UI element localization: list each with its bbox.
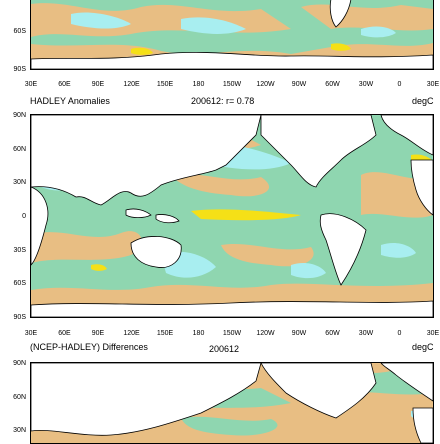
top-ylabel-90s: 90S [13, 66, 26, 73]
x-axis-label: 90E [91, 81, 105, 88]
x-axis-label: 30E [426, 81, 440, 88]
middle-title-left: HADLEY Anomalies [30, 96, 110, 106]
x-axis-label: 60W [325, 330, 340, 337]
x-axis-label: 30E [426, 330, 440, 337]
x-axis-label: 90W [291, 330, 307, 337]
bottom-title-left: (NCEP-HADLEY) Differences [30, 342, 148, 352]
y-axis-label: 30N [13, 179, 26, 187]
x-axis-label: 90W [291, 81, 307, 88]
y-axis-label: 30S [13, 246, 26, 254]
x-axis-label: 150E [156, 81, 174, 88]
x-axis-label: 120E [123, 81, 140, 88]
y-axis-label: 60N [13, 393, 26, 401]
y-axis-label: 0 [22, 213, 26, 220]
x-axis-label: 0 [397, 81, 402, 88]
x-axis-label: 30E [24, 330, 38, 337]
y-axis-label: 90N [13, 112, 26, 119]
middle-map-svg [31, 115, 433, 317]
x-axis-label: 90E [91, 330, 105, 337]
top-map-panel [30, 0, 434, 70]
x-axis-label: 30W [358, 330, 374, 337]
x-axis-label: 30E [24, 81, 38, 88]
x-axis-label: 180 [192, 330, 205, 337]
x-axis-label: 0 [397, 330, 402, 337]
y-axis-label: 60N [13, 145, 26, 153]
x-axis-label: 30W [358, 81, 374, 88]
x-axis-label: 120W [256, 330, 275, 337]
bottom-map-svg [31, 363, 433, 443]
x-axis-label: 60E [58, 81, 71, 88]
middle-title-center: 200612: r= 0.78 [191, 96, 255, 106]
y-axis-label: 30N [13, 427, 26, 435]
x-axis-label: 150W [222, 81, 242, 88]
middle-map-panel [30, 114, 434, 318]
top-ylabel-60s: 60S [13, 28, 26, 35]
bottom-map-panel [30, 362, 434, 444]
x-axis-label: 150W [222, 330, 242, 337]
top-map-svg [31, 0, 433, 69]
x-axis-label: 180 [192, 81, 205, 88]
x-axis-label: 120W [256, 81, 275, 88]
x-axis-label: 150E [156, 330, 174, 337]
x-axis-label: 120E [123, 330, 140, 337]
middle-title-right: degC [412, 96, 434, 106]
bottom-title-center: 200612 [209, 344, 240, 354]
y-axis-label: 60S [13, 280, 26, 288]
x-axis-label: 60E [58, 330, 71, 337]
bottom-title-right: degC [412, 342, 434, 352]
y-axis-label: 90N [13, 360, 26, 367]
y-axis-label: 90S [13, 314, 26, 321]
x-axis-label: 60W [325, 81, 340, 88]
